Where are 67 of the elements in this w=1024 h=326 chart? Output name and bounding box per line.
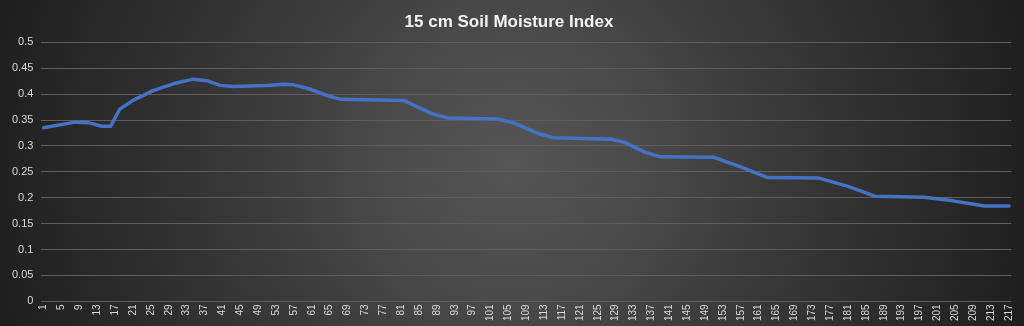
x-tick-label: 201 [931, 303, 943, 321]
x-tick-label: 161 [752, 303, 764, 321]
chart-title: 15 cm Soil Moisture Index [404, 11, 614, 31]
x-tick-label: 205 [949, 303, 961, 321]
x-tick-label: 149 [698, 303, 710, 321]
y-tick-label: 0 [27, 294, 34, 307]
y-tick-label: 0.1 [18, 242, 34, 255]
x-tick-label: 153 [716, 303, 728, 321]
x-tick-label: 13 [91, 303, 103, 316]
y-tick-label: 0.25 [11, 164, 34, 177]
x-tick-label: 129 [609, 303, 621, 321]
x-tick-label: 37 [198, 303, 210, 316]
x-tick-label: 49 [251, 303, 263, 316]
x-tick-label: 89 [430, 303, 442, 316]
y-tick-label: 0.4 [18, 87, 34, 100]
x-tick-label: 1 [37, 303, 49, 310]
x-tick-label: 73 [359, 303, 371, 316]
x-tick-label: 61 [305, 303, 317, 316]
x-tick-label: 5 [55, 303, 67, 310]
x-tick-label: 9 [73, 303, 85, 310]
x-tick-label: 121 [573, 303, 585, 321]
x-tick-label: 21 [126, 303, 138, 316]
x-tick-label: 145 [680, 303, 692, 321]
x-tick-label: 169 [788, 303, 800, 321]
x-tick-label: 33 [180, 303, 192, 316]
x-tick-label: 25 [144, 303, 156, 316]
x-tick-label: 45 [234, 303, 246, 316]
x-tick-label: 173 [806, 303, 818, 321]
x-tick-label: 189 [877, 303, 889, 321]
y-tick-label: 0.35 [11, 113, 34, 126]
x-tick-label: 105 [502, 303, 514, 321]
x-tick-label: 141 [663, 303, 675, 321]
y-tick-label: 0.05 [11, 268, 34, 281]
x-tick-label: 113 [537, 303, 549, 321]
x-tick-label: 157 [734, 303, 746, 321]
x-tick-label: 185 [859, 303, 871, 321]
x-tick-label: 197 [913, 303, 925, 321]
x-tick-label: 93 [448, 303, 460, 316]
y-tick-label: 0.5 [18, 35, 34, 48]
x-tick-label: 177 [823, 303, 835, 321]
x-tick-label: 77 [377, 303, 389, 316]
y-tick-label: 0.15 [11, 216, 34, 229]
x-tick-label: 133 [627, 303, 639, 321]
x-tick-label: 101 [484, 303, 496, 321]
x-tick-label: 109 [520, 303, 532, 321]
x-tick-label: 57 [287, 303, 299, 316]
x-tick-label: 193 [895, 303, 907, 321]
x-tick-label: 137 [645, 303, 657, 321]
x-tick-label: 125 [591, 303, 603, 321]
x-tick-label: 65 [323, 303, 335, 316]
x-tick-label: 85 [412, 303, 424, 316]
x-tick-label: 81 [394, 303, 406, 316]
x-tick-label: 69 [341, 303, 353, 316]
x-tick-label: 53 [269, 303, 281, 316]
x-tick-label: 217 [1002, 303, 1014, 321]
x-tick-label: 209 [966, 303, 978, 321]
x-tick-label: 213 [984, 303, 996, 321]
y-tick-label: 0.3 [18, 139, 34, 151]
x-tick-label: 97 [466, 303, 478, 316]
x-tick-label: 165 [770, 303, 782, 321]
x-tick-label: 117 [555, 303, 567, 321]
x-tick-label: 41 [216, 303, 228, 316]
x-tick-label: 17 [108, 303, 120, 316]
x-tick-label: 181 [841, 303, 853, 321]
y-tick-label: 0.45 [11, 61, 34, 74]
x-tick-label: 29 [162, 303, 174, 316]
y-tick-label: 0.2 [18, 190, 34, 203]
